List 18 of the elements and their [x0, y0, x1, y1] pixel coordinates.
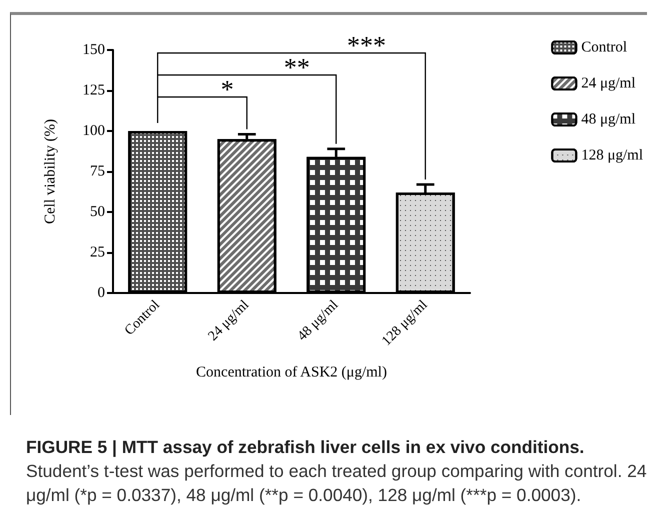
y-tick-label: 0 — [98, 285, 105, 301]
y-tick-label: 125 — [82, 82, 105, 98]
y-tick-label: 100 — [82, 123, 105, 139]
y-tick-label: 150 — [82, 42, 105, 58]
legend-label: 128 μg/ml — [581, 148, 644, 164]
text: FIGURE 5 | MTT assay of zebrafish liver cells in ex vivo conditions. — [26, 436, 586, 459]
y-tick-label: 50 — [90, 204, 105, 220]
text: Student’s t-test was performed to each treated group comparing with control. 24 μg/ml (*p = 0.0337), 48 μg/ml (**p = 0.0040), 128 μg/ml (***p = 0.0003). — [26, 460, 648, 507]
legend-label: 24 μg/ml — [581, 76, 636, 92]
annotation: ** — [284, 53, 310, 82]
x-axis-title: Concentration of ASK2 (μg/ml) — [196, 364, 387, 380]
y-axis-title: Cell viability (%) — [42, 119, 58, 224]
legend-label: 48 μg/ml — [581, 112, 636, 128]
legend-label: Control — [581, 40, 628, 56]
y-tick-label: 75 — [90, 164, 105, 180]
annotation: * — [220, 75, 234, 104]
annotation: *** — [346, 31, 386, 60]
y-tick-label: 25 — [90, 244, 105, 260]
